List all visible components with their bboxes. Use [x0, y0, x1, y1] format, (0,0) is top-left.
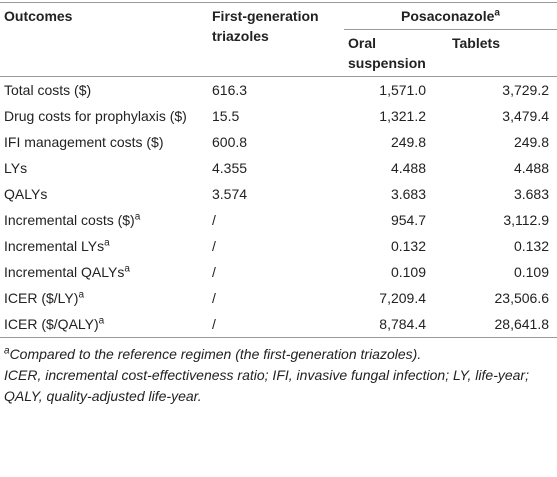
row-label: IFI management costs ($)	[0, 129, 208, 155]
superscript: a	[134, 211, 141, 223]
value-cell: 954.7	[390, 212, 426, 228]
table-row: Drug costs for prophylaxis ($) 15.5 1,321.…	[0, 103, 557, 129]
value-cell: /	[212, 290, 216, 306]
value-cell: 0.132	[390, 238, 426, 254]
footnote: ICER, incremental cost-effectiveness rat…	[4, 367, 529, 404]
value-cell: 616.3	[212, 82, 248, 98]
label-text: Incremental QALYs	[4, 264, 125, 280]
value-cell: 28,641.8	[494, 316, 550, 332]
header-cell: First-generation triazoles	[212, 8, 319, 44]
table-row: IFI management costs ($) 600.8 249.8 249.8	[0, 129, 557, 155]
superscript: a	[104, 237, 110, 249]
value-cell: 8,784.4	[379, 316, 426, 332]
label-text: QALYs	[4, 186, 48, 202]
header-text: Posaconazole	[401, 8, 495, 24]
row-label: Incremental LYsa	[0, 233, 208, 259]
row-label: QALYs	[0, 181, 208, 207]
table-header: Outcomes First-generation triazoles Posa…	[0, 2, 557, 77]
value-cell: 249.8	[513, 134, 549, 150]
row-label: ICER ($/LY)a	[0, 285, 208, 311]
value-cell: 23,506.6	[494, 290, 550, 306]
footnotes: aCompared to the reference regimen (the …	[0, 338, 557, 407]
value-cell: /	[212, 212, 216, 228]
footnote-text: Compared to the reference regimen (the f…	[9, 346, 422, 362]
row-label: Drug costs for prophylaxis ($)	[0, 103, 208, 129]
label-text: ICER ($/QALY)	[4, 316, 99, 332]
header-cell: Outcomes	[4, 8, 73, 24]
label-text: LYs	[4, 160, 28, 176]
value-cell: 249.8	[390, 134, 426, 150]
table-row: Total costs ($) 616.3 1,571.0 3,729.2	[0, 77, 557, 104]
table-row: Incremental QALYsa/0.109 0.109	[0, 259, 557, 285]
value-cell: 3,112.9	[503, 212, 549, 228]
value-cell: 4.488	[390, 160, 426, 176]
value-cell: 600.8	[212, 134, 248, 150]
value-cell: 3.683	[390, 186, 426, 202]
value-cell: 1,571.0	[379, 82, 426, 98]
label-text: IFI management costs ($)	[4, 134, 164, 150]
row-label: Incremental QALYsa	[0, 259, 208, 285]
table-row: ICER ($/LY)a/7,209.4 23,506.6	[0, 285, 557, 311]
row-label: LYs	[0, 155, 208, 181]
value-cell: 3,479.4	[502, 108, 549, 124]
label-text: Incremental costs ($)	[4, 212, 135, 228]
value-cell: 4.488	[513, 160, 549, 176]
value-cell: /	[212, 238, 216, 254]
superscript: a	[494, 7, 500, 19]
table-row: ICER ($/QALY)a/8,784.4 28,641.8	[0, 311, 557, 338]
superscript: a	[4, 345, 10, 357]
superscript: a	[98, 315, 105, 327]
superscript: a	[124, 263, 130, 275]
label-text: ICER ($/LY)	[4, 290, 79, 306]
value-cell: 0.109	[390, 264, 426, 280]
row-label: Incremental costs ($)a	[0, 207, 208, 233]
results-table: Outcomes First-generation triazoles Posa…	[0, 2, 557, 338]
row-label: Total costs ($)	[0, 77, 208, 104]
table-body: Total costs ($) 616.3 1,571.0 3,729.2 Drug c…	[0, 77, 557, 338]
value-cell: 3.683	[513, 186, 549, 202]
value-cell: 7,209.4	[379, 290, 426, 306]
table-row: Incremental LYsa/0.132 0.132	[0, 233, 557, 259]
superscript: a	[78, 289, 84, 301]
footnote: aCompared to the reference regimen (the …	[4, 344, 553, 365]
label-text: Total costs ($)	[4, 82, 92, 98]
value-cell: 1,321.2	[379, 108, 426, 124]
value-cell: 15.5	[212, 108, 240, 124]
value-cell: /	[212, 264, 216, 280]
table-row: Incremental costs ($)a/954.7 3,112.9	[0, 207, 557, 233]
value-cell: 3,729.2	[502, 82, 549, 98]
value-cell: 0.109	[513, 264, 549, 280]
header-cell: Posaconazolea	[344, 2, 557, 30]
table-row: LYs 4.355 4.488 4.488	[0, 155, 557, 181]
header-cell: Oral suspension	[348, 35, 426, 71]
header-cell: Tablets	[452, 35, 500, 51]
value-cell: 4.355	[212, 160, 248, 176]
label-text: Incremental LYs	[4, 238, 105, 254]
value-cell: /	[212, 316, 216, 332]
value-cell: 3.574	[212, 186, 248, 202]
row-label: ICER ($/QALY)a	[0, 311, 208, 338]
table-row: QALYs 3.574 3.683 3.683	[0, 181, 557, 207]
value-cell: 0.132	[513, 238, 549, 254]
label-text: Drug costs for prophylaxis ($)	[4, 108, 187, 124]
